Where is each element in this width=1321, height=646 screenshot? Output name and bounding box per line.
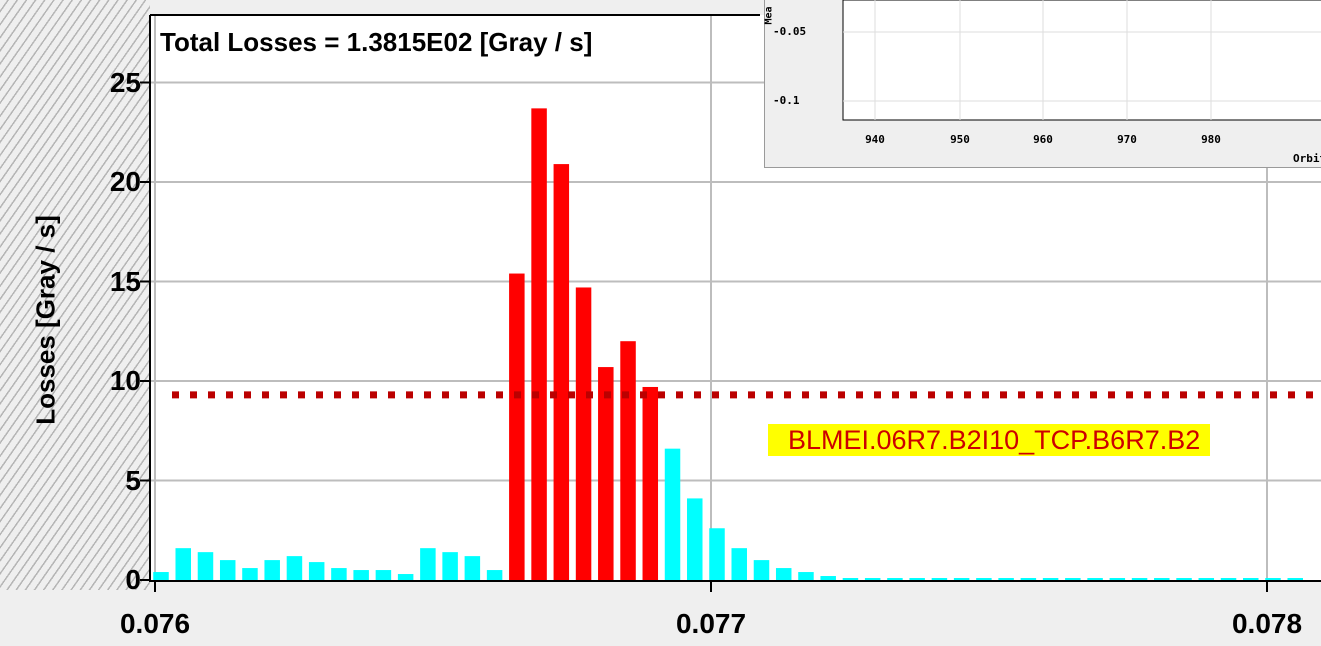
bar [442, 552, 458, 580]
bar [953, 578, 970, 580]
bar [486, 570, 503, 580]
inset-chart: -0.05 -0.1 940 950 960 970 980 Orbit/Tu Mea [764, 0, 1321, 168]
inset-x-axis-label: Orbit/Tu [1293, 152, 1321, 165]
bar [620, 341, 636, 580]
bar [909, 578, 925, 580]
x-tick-label: 0.076 [119, 608, 191, 639]
bar [1265, 578, 1281, 580]
bar [998, 578, 1014, 580]
bar [464, 556, 481, 580]
bar [553, 164, 570, 580]
bar [509, 273, 525, 580]
bar [709, 528, 725, 580]
bar [1109, 578, 1126, 580]
inset-x-tick-label: 950 [950, 133, 970, 146]
bar [242, 568, 258, 580]
bar [887, 578, 903, 580]
bar [842, 578, 859, 580]
bar [1243, 578, 1259, 580]
bar [308, 562, 325, 580]
bar [175, 548, 191, 580]
bar [642, 386, 659, 580]
bar [1042, 578, 1059, 580]
bar [1154, 578, 1170, 580]
bar [1131, 578, 1148, 580]
bar [197, 552, 214, 580]
bar [598, 367, 614, 580]
hatched-axis-area [0, 0, 150, 646]
bar [420, 548, 436, 580]
bar [397, 574, 414, 580]
inset-y-tick-label: -0.1 [773, 94, 800, 107]
y-tick-label: 20 [109, 166, 141, 197]
bar [375, 570, 392, 580]
bar [1087, 578, 1103, 580]
total-losses-label: Total Losses = 1.3815E02 [Gray / s] [160, 27, 593, 57]
y-tick-label: 25 [109, 66, 141, 98]
bar [1198, 578, 1215, 580]
bar [531, 108, 547, 581]
bar [1065, 578, 1081, 580]
bar [798, 572, 814, 580]
bar [664, 448, 681, 580]
bar [1287, 578, 1303, 580]
bar [264, 560, 280, 580]
y-tick-label: 15 [109, 265, 141, 297]
inset-y-tick-label: -0.05 [773, 25, 807, 38]
y-tick-label: 10 [109, 365, 141, 396]
bar [1020, 578, 1037, 580]
inset-x-tick-label: 940 [865, 133, 885, 146]
inset-y-axis-label: Mea [763, 6, 775, 25]
y-tick-label: 5 [125, 464, 141, 496]
bar [286, 556, 303, 580]
inset-x-tick-label: 970 [1117, 133, 1137, 146]
bar [775, 568, 792, 580]
y-tick-label: 0 [125, 564, 141, 595]
bar [219, 560, 236, 580]
x-axis-band [0, 590, 1321, 646]
monitor-name-label: BLMEI.06R7.B2I10_TCP.B6R7.B2 [768, 424, 1211, 456]
bar [1176, 578, 1192, 580]
bar [753, 560, 770, 580]
inset-x-tick-label: 960 [1033, 133, 1053, 146]
bar [864, 578, 881, 580]
bar [1220, 578, 1237, 580]
x-tick-label: 0.078 [1231, 608, 1303, 639]
x-tick-label: 0.077 [675, 608, 747, 639]
bar [931, 578, 948, 580]
y-axis-label: Losses [Gray / s] [30, 215, 61, 425]
bar [731, 548, 747, 580]
bar [820, 576, 836, 580]
inset-x-tick-label: 980 [1201, 133, 1221, 146]
bar [575, 287, 592, 580]
bar [153, 572, 169, 580]
bar [353, 570, 369, 580]
inset-plot-area [842, 0, 1321, 121]
bar [687, 498, 703, 580]
bar [331, 568, 347, 580]
bar [976, 578, 992, 580]
